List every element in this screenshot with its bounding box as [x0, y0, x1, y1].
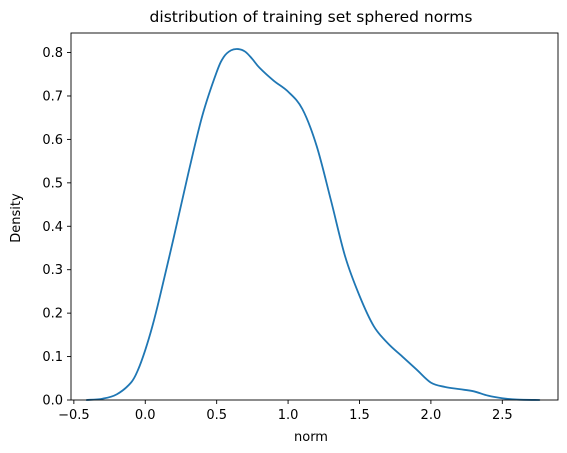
x-tick-label: 1.5 — [349, 408, 370, 423]
y-axis-label: Density — [9, 193, 24, 243]
y-tick-label: 0.3 — [42, 263, 63, 278]
y-tick-label: 0.8 — [42, 46, 63, 61]
x-tick-label: 2.0 — [421, 408, 442, 423]
chart-title: distribution of training set sphered nor… — [150, 8, 473, 26]
x-tick-label: 0.5 — [206, 408, 227, 423]
y-tick-label: 0.4 — [42, 220, 63, 235]
x-tick-label: 2.5 — [492, 408, 513, 423]
axes-frame — [70, 32, 559, 401]
y-tick-label: 0.5 — [42, 176, 63, 191]
y-axis: 0.0 0.1 0.2 0.3 0.4 0.5 0.6 0.7 0.8 — [42, 46, 71, 409]
y-tick-label: 0.2 — [42, 307, 63, 322]
y-tick-label: 0.7 — [42, 89, 63, 104]
y-tick-label: 0.0 — [42, 394, 63, 409]
x-tick-label: −0.5 — [58, 408, 90, 423]
density-curve — [85, 48, 541, 401]
y-tick-label: 0.1 — [42, 350, 63, 365]
plot-area — [85, 48, 541, 401]
x-tick-label: 1.0 — [278, 408, 299, 423]
x-tick-label: 0.0 — [135, 408, 156, 423]
y-tick-label: 0.6 — [42, 133, 63, 148]
x-axis-label: norm — [294, 430, 328, 445]
x-axis: −0.5 0.0 0.5 1.0 1.5 2.0 2.5 — [58, 400, 513, 423]
